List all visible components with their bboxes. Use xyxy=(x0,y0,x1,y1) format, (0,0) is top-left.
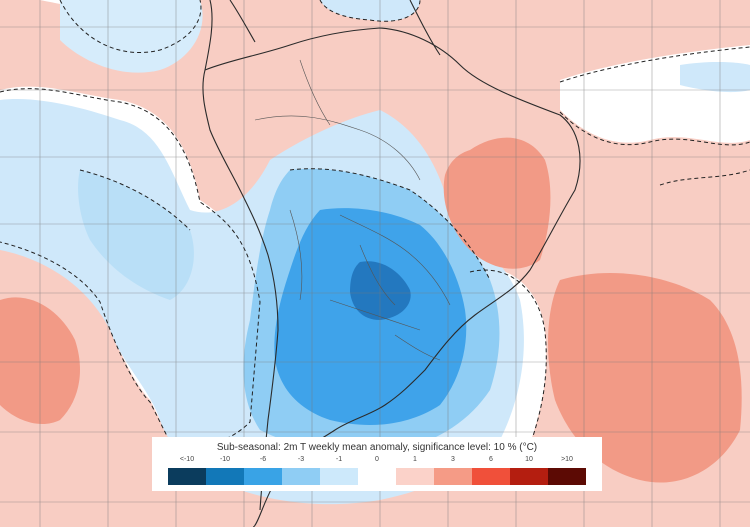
legend-tick: >10 xyxy=(561,456,573,463)
legend-tick: -10 xyxy=(219,456,231,463)
cold-region-medium-west xyxy=(78,170,194,300)
legend-title: Sub-seasonal: 2m T weekly mean anomaly, … xyxy=(216,442,538,453)
country-borders xyxy=(254,59,451,361)
legend-tick: -1 xyxy=(335,456,343,463)
legend-tick: <-10 xyxy=(179,456,195,463)
legend-swatch xyxy=(168,468,206,485)
legend-swatch xyxy=(472,468,510,485)
color-legend: Sub-seasonal: 2m T weekly mean anomaly, … xyxy=(152,437,602,491)
legend-tick: -6 xyxy=(259,456,267,463)
legend-tick: 6 xyxy=(489,456,493,463)
legend-swatch xyxy=(434,468,472,485)
legend-swatch xyxy=(206,468,244,485)
significance-contours xyxy=(0,0,750,473)
legend-swatch xyxy=(510,468,548,485)
legend-swatch xyxy=(548,468,586,485)
legend-tick: 3 xyxy=(451,456,455,463)
legend-tick: 10 xyxy=(525,456,533,463)
legend-ticks: <-10 -10 -6 -3 -1 0 1 3 6 10 >10 xyxy=(164,456,590,468)
warm-region-brazil xyxy=(443,137,551,269)
legend-tick: 0 xyxy=(375,456,379,463)
legend-tick: -3 xyxy=(297,456,305,463)
legend-swatch xyxy=(358,468,396,485)
legend-swatch xyxy=(320,468,358,485)
warm-region-southeast xyxy=(548,272,742,483)
cold-region-core xyxy=(350,261,411,320)
legend-colorbar xyxy=(168,468,586,485)
legend-swatch xyxy=(244,468,282,485)
cold-region-light-north xyxy=(60,0,203,73)
legend-tick: 1 xyxy=(413,456,417,463)
legend-swatch xyxy=(282,468,320,485)
legend-swatch xyxy=(396,468,434,485)
cold-region-light-east xyxy=(680,61,750,93)
